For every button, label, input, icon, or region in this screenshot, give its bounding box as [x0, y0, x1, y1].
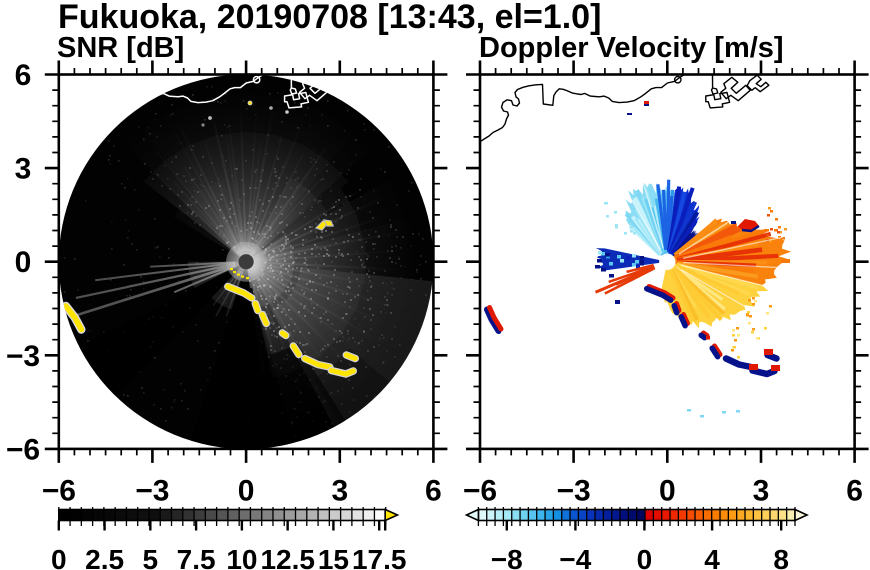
svg-text:10: 10 — [226, 544, 257, 570]
svg-text:−6: −6 — [42, 475, 76, 508]
svg-text:3: 3 — [15, 153, 32, 186]
svg-text:5: 5 — [143, 544, 159, 570]
svg-text:−3: −3 — [6, 340, 40, 373]
svg-text:8: 8 — [773, 544, 789, 570]
svg-text:SNR [dB]: SNR [dB] — [57, 32, 184, 64]
svg-text:−8: −8 — [491, 544, 523, 570]
svg-text:6: 6 — [425, 475, 442, 508]
svg-text:Doppler Velocity [m/s]: Doppler Velocity [m/s] — [479, 32, 784, 64]
svg-text:Fukuoka, 20190708 [13:43, el=1: Fukuoka, 20190708 [13:43, el=1.0] — [58, 0, 601, 36]
svg-text:−3: −3 — [135, 475, 169, 508]
svg-text:4: 4 — [704, 544, 720, 570]
svg-text:15: 15 — [318, 544, 349, 570]
svg-text:−6: −6 — [6, 433, 40, 466]
svg-text:−6: −6 — [463, 475, 497, 508]
svg-text:6: 6 — [15, 59, 32, 92]
svg-text:6: 6 — [846, 475, 863, 508]
svg-text:0: 0 — [15, 246, 32, 279]
svg-text:0: 0 — [659, 475, 676, 508]
svg-text:2.5: 2.5 — [85, 544, 124, 570]
svg-text:3: 3 — [331, 475, 348, 508]
svg-text:0: 0 — [637, 544, 653, 570]
svg-text:3: 3 — [753, 475, 770, 508]
svg-text:17.5: 17.5 — [352, 544, 407, 570]
svg-text:−4: −4 — [559, 544, 591, 570]
svg-text:0: 0 — [238, 475, 255, 508]
svg-text:0: 0 — [51, 544, 67, 570]
svg-text:7.5: 7.5 — [177, 544, 216, 570]
svg-text:12.5: 12.5 — [260, 544, 315, 570]
svg-text:−3: −3 — [556, 475, 590, 508]
